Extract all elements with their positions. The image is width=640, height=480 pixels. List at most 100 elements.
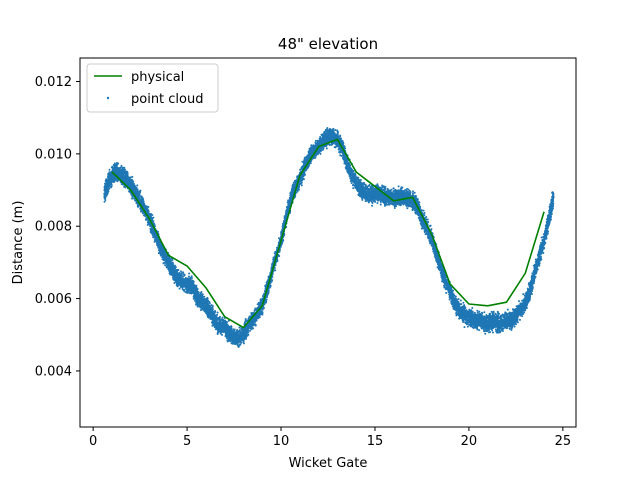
scatter-point — [195, 294, 198, 297]
scatter-point — [151, 234, 154, 236]
scatter-point — [136, 184, 139, 187]
scatter-point — [138, 193, 141, 196]
scatter-point — [116, 170, 119, 173]
scatter-point — [141, 199, 144, 202]
scatter-point — [111, 179, 114, 182]
scatter-point — [194, 286, 197, 289]
scatter-point — [266, 293, 269, 296]
scatter-point — [164, 255, 167, 258]
scatter-point — [175, 274, 178, 277]
scatter-point — [167, 259, 170, 262]
scatter-point — [224, 335, 227, 338]
scatter-point — [151, 229, 154, 232]
scatter-point — [264, 284, 267, 287]
scatter-point — [230, 335, 233, 338]
scatter-point — [248, 329, 251, 332]
scatter-point — [120, 177, 123, 180]
scatter-point — [190, 291, 193, 294]
scatter-point — [211, 315, 214, 318]
scatter-point — [120, 164, 123, 167]
scatter-point — [114, 179, 117, 182]
scatter-point — [254, 324, 257, 327]
scatter-point — [246, 331, 249, 334]
scatter-point — [243, 321, 246, 324]
scatter-point — [183, 288, 186, 291]
scatter-point — [244, 327, 247, 330]
scatter-point — [108, 182, 111, 185]
scatter-point — [164, 264, 167, 267]
scatter-point — [183, 284, 186, 287]
scatter-point — [211, 310, 214, 313]
scatter-point — [139, 198, 142, 201]
scatter-point — [189, 276, 192, 279]
scatter-point — [131, 195, 134, 198]
scatter-point — [261, 295, 264, 298]
scatter-point — [258, 302, 261, 305]
scatter-point — [221, 325, 224, 328]
scatter-point — [212, 324, 215, 327]
scatter-point — [248, 323, 251, 326]
scatter-point — [250, 324, 253, 327]
scatter-point — [182, 272, 185, 275]
scatter-point — [208, 301, 211, 304]
scatter-point — [178, 287, 181, 290]
scatter-point — [210, 304, 213, 307]
scatter-point — [179, 277, 182, 280]
scatter-point — [188, 285, 191, 288]
scatter-point — [162, 251, 165, 254]
scatter-point — [131, 181, 134, 184]
scatter-point — [115, 164, 118, 167]
scatter-point — [200, 293, 203, 296]
scatter-point — [162, 256, 165, 259]
scatter-point — [205, 297, 208, 300]
scatter-point — [103, 200, 106, 203]
scatter-point — [205, 306, 208, 309]
plot-area — [80, 58, 576, 427]
scatter-point — [199, 300, 202, 303]
scatter-point — [223, 323, 226, 326]
scatter-point — [192, 284, 195, 287]
scatter-point — [108, 187, 111, 190]
scatter-point — [238, 336, 241, 339]
scatter-point — [111, 165, 114, 168]
scatter-point — [158, 242, 161, 245]
scatter-point — [221, 316, 224, 319]
scatter-point — [129, 179, 132, 182]
scatter-point — [206, 315, 209, 318]
scatter-point — [219, 321, 222, 324]
scatter-point — [207, 311, 210, 314]
scatter-point — [235, 334, 238, 337]
scatter-point — [123, 185, 126, 188]
scatter-point — [220, 318, 223, 321]
scatter-point — [139, 190, 142, 193]
scatter-point — [261, 313, 264, 316]
scatter-point — [221, 322, 224, 325]
scatter-point — [211, 306, 214, 309]
scatter-point — [236, 338, 239, 341]
scatter-point — [257, 311, 260, 314]
scatter-point — [232, 328, 235, 331]
scatter-point — [201, 300, 204, 303]
scatter-point — [251, 321, 254, 324]
scatter-point — [200, 290, 203, 293]
scatter-point — [182, 278, 185, 281]
scatter-point — [256, 307, 259, 310]
scatter-point — [175, 277, 178, 280]
scatter-point — [175, 269, 178, 272]
scatter-point — [136, 188, 139, 191]
scatter-point — [115, 172, 118, 175]
scatter-point — [187, 288, 190, 291]
scatter-point — [173, 269, 176, 272]
scatter-point — [148, 214, 151, 217]
scatter-point — [202, 304, 205, 307]
scatter-point — [173, 282, 176, 285]
scatter-point — [188, 280, 191, 283]
scatter-point — [261, 311, 264, 314]
scatter-point — [171, 261, 174, 264]
scatter-point — [109, 172, 112, 175]
scatter-point — [149, 225, 152, 228]
scatter-point — [192, 281, 195, 284]
scatter-point — [267, 275, 270, 278]
scatter-point — [107, 182, 110, 185]
scatter-point — [126, 180, 129, 183]
